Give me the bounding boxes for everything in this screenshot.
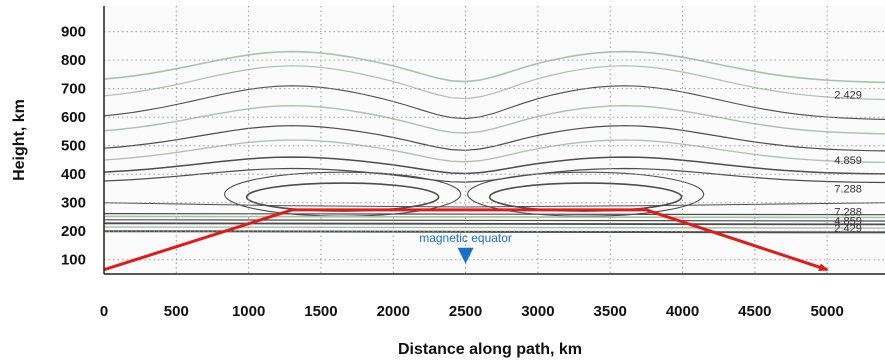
- contour-line: [103, 50, 885, 84]
- x-tick-label: 0: [100, 303, 108, 320]
- y-tick-label: 600: [61, 109, 86, 126]
- x-tick-label: 3000: [521, 303, 554, 320]
- contour-line: [103, 85, 885, 120]
- contour-line: [103, 215, 885, 219]
- contour-line: [103, 139, 885, 164]
- contour-line: [103, 222, 885, 226]
- x-tick-label: 4000: [666, 303, 699, 320]
- y-tick-label: 900: [61, 24, 86, 41]
- contour-label: 7.288: [834, 183, 862, 195]
- contour-label: 2.429: [834, 89, 862, 101]
- contour-line: [103, 156, 885, 175]
- y-tick-label: 300: [61, 195, 86, 212]
- x-tick-label: 2500: [449, 303, 482, 320]
- x-tick-label: 500: [164, 303, 189, 320]
- x-tick-label: 2000: [377, 303, 410, 320]
- path-line: [103, 208, 829, 272]
- contour-label: 4.859: [834, 215, 862, 227]
- contour-line: [103, 219, 885, 222]
- y-tick-label: 100: [61, 252, 86, 269]
- x-tick-label: 3500: [594, 303, 627, 320]
- contour-loop: [467, 171, 705, 217]
- x-tick-label: 1500: [304, 303, 337, 320]
- magnetic-equator-marker: [457, 247, 474, 264]
- axes: 0 500 1000 1500 2000 2500 3000 3500 4000 4500 5000…: [61, 6, 885, 320]
- contour-label: 7.288: [834, 206, 862, 218]
- y-tick-label: 500: [61, 138, 86, 155]
- contour-label: 4.859: [834, 155, 862, 167]
- contour-line: [103, 213, 885, 216]
- contour-label: 2.429: [834, 223, 862, 235]
- y-axis-label: Height, km: [11, 99, 28, 181]
- x-axis-label: Distance along path, km: [398, 341, 582, 358]
- x-tick-label: 5000: [810, 303, 843, 320]
- x-tick-label: 1000: [232, 303, 265, 320]
- y-tick-label: 800: [61, 52, 86, 69]
- y-tick-label: 700: [61, 81, 86, 98]
- contour-line: [103, 202, 885, 208]
- y-tick-label: 400: [61, 166, 86, 183]
- x-tick-label: 4500: [738, 303, 771, 320]
- path-series: [103, 208, 829, 272]
- annotations: magnetic equator: [419, 231, 512, 264]
- y-tick-label: 200: [61, 223, 86, 240]
- annotation-label: magnetic equator: [419, 231, 512, 245]
